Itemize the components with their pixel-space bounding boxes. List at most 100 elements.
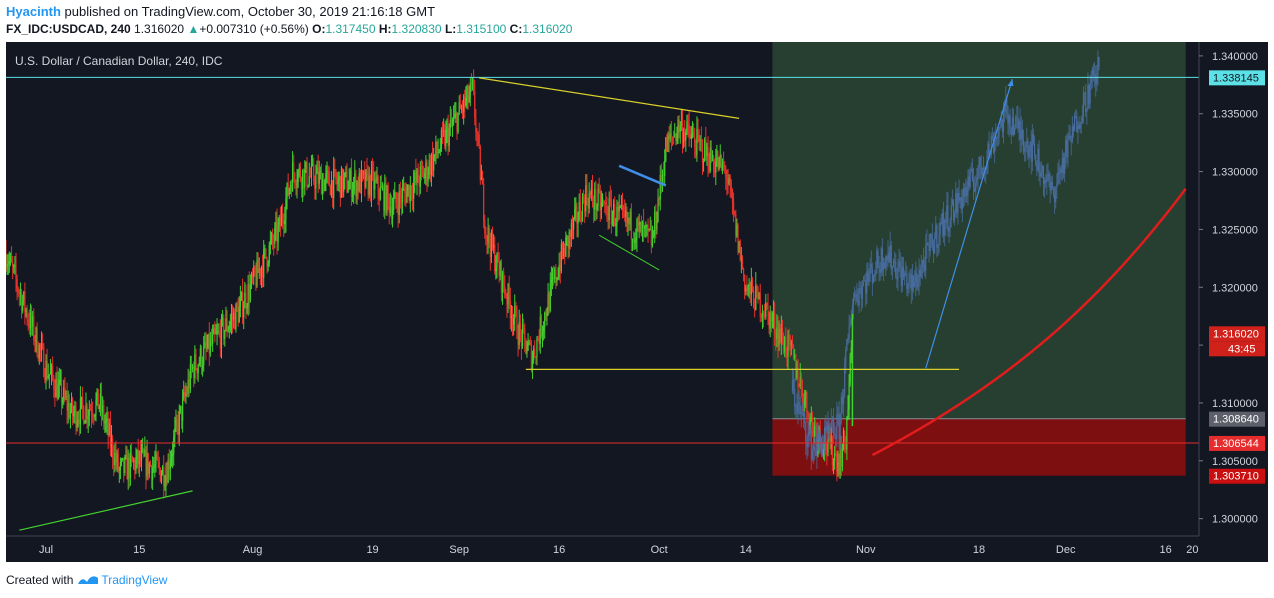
projection-candle bbox=[1097, 57, 1099, 76]
projection-candle bbox=[824, 426, 826, 443]
projection-candle bbox=[850, 319, 852, 325]
projection-candle bbox=[879, 268, 881, 273]
candle bbox=[720, 155, 722, 169]
candle bbox=[334, 169, 336, 171]
projection-candle bbox=[948, 227, 950, 232]
candle bbox=[276, 221, 278, 242]
projection-candle bbox=[1065, 139, 1067, 157]
tradingview-logo-icon[interactable] bbox=[77, 574, 99, 586]
candle bbox=[238, 306, 240, 323]
projection-candle bbox=[944, 219, 946, 236]
candle bbox=[748, 282, 750, 287]
projection-candle bbox=[798, 402, 800, 405]
candle bbox=[433, 155, 435, 171]
candle bbox=[569, 231, 571, 237]
candle bbox=[796, 370, 798, 378]
projection-candle bbox=[912, 275, 915, 288]
projection-candle bbox=[801, 412, 804, 415]
projection-candle bbox=[901, 266, 904, 286]
projection-candle bbox=[1095, 74, 1097, 85]
candle bbox=[782, 341, 785, 352]
candle bbox=[153, 466, 155, 468]
candle bbox=[205, 342, 207, 348]
projection-candle bbox=[941, 212, 944, 225]
candle bbox=[589, 193, 591, 195]
projection-candle bbox=[888, 252, 890, 263]
candle bbox=[476, 132, 478, 135]
x-tick-label: Sep bbox=[449, 544, 469, 556]
candle bbox=[506, 296, 508, 305]
candle bbox=[24, 291, 26, 312]
candle bbox=[98, 405, 100, 410]
projection-candle bbox=[967, 176, 969, 196]
candle bbox=[540, 316, 543, 336]
candle bbox=[393, 198, 395, 211]
candle bbox=[665, 137, 667, 161]
candle bbox=[742, 268, 745, 275]
candle bbox=[770, 312, 772, 322]
projection-candle bbox=[811, 450, 814, 460]
candle bbox=[594, 189, 596, 210]
candle bbox=[107, 418, 109, 436]
projection-candle bbox=[834, 434, 836, 436]
projection-candle bbox=[1055, 187, 1057, 203]
candle bbox=[403, 188, 405, 190]
candle bbox=[685, 131, 687, 141]
candle bbox=[212, 334, 214, 344]
candle bbox=[682, 132, 685, 143]
y-tick-label: 1.300000 bbox=[1212, 514, 1258, 526]
candle bbox=[656, 221, 658, 230]
candle bbox=[650, 229, 652, 246]
candle bbox=[421, 167, 424, 171]
candle bbox=[488, 227, 490, 244]
time-axis[interactable]: Jul 15 Aug 19 Sep 16 Oct 14 Nov 18 Dec 16 20 bbox=[39, 544, 1199, 556]
y-tick-label: 1.310000 bbox=[1212, 398, 1258, 410]
price-chart[interactable]: 1.3000001.3050001.3100001.3150001.320000… bbox=[6, 42, 1268, 562]
candle bbox=[666, 137, 668, 152]
candle bbox=[495, 267, 497, 272]
open-label: O: bbox=[312, 22, 326, 36]
candle bbox=[69, 410, 72, 418]
candle bbox=[196, 368, 198, 374]
x-tick-label: 16 bbox=[553, 544, 565, 556]
projection-candle bbox=[797, 402, 799, 414]
projection-candle bbox=[1078, 125, 1080, 129]
candle bbox=[370, 170, 373, 196]
projection-candle bbox=[1096, 75, 1098, 85]
candle bbox=[157, 459, 159, 463]
candle bbox=[298, 167, 300, 172]
projection-candle bbox=[1051, 181, 1053, 188]
candle bbox=[99, 394, 102, 406]
candle bbox=[254, 266, 256, 275]
candle bbox=[10, 255, 13, 263]
candle bbox=[200, 348, 203, 369]
projection-candle bbox=[857, 300, 859, 305]
candle bbox=[113, 458, 115, 465]
projection-candle bbox=[1032, 134, 1035, 144]
projection-candle bbox=[1063, 156, 1066, 174]
projection-candle bbox=[1014, 128, 1016, 135]
candle bbox=[635, 238, 637, 241]
projection-candle bbox=[877, 250, 879, 267]
candle bbox=[750, 279, 752, 295]
candle bbox=[732, 200, 735, 212]
candle bbox=[651, 236, 654, 246]
tradingview-link[interactable]: TradingView bbox=[101, 573, 168, 587]
candle bbox=[735, 213, 737, 237]
candle bbox=[531, 360, 534, 369]
candle bbox=[546, 315, 548, 317]
candle bbox=[405, 192, 407, 203]
projection-candle bbox=[791, 380, 794, 392]
candle bbox=[404, 188, 406, 193]
candle bbox=[6, 252, 7, 268]
candle bbox=[115, 452, 117, 463]
candle bbox=[396, 202, 398, 207]
projection-candle bbox=[849, 324, 851, 326]
candle bbox=[454, 113, 456, 118]
projection-candle bbox=[799, 404, 801, 414]
author-name[interactable]: Hyacinth bbox=[6, 4, 61, 19]
candle bbox=[437, 152, 439, 154]
candle bbox=[556, 278, 558, 282]
candle bbox=[239, 298, 241, 307]
candle bbox=[825, 435, 827, 449]
